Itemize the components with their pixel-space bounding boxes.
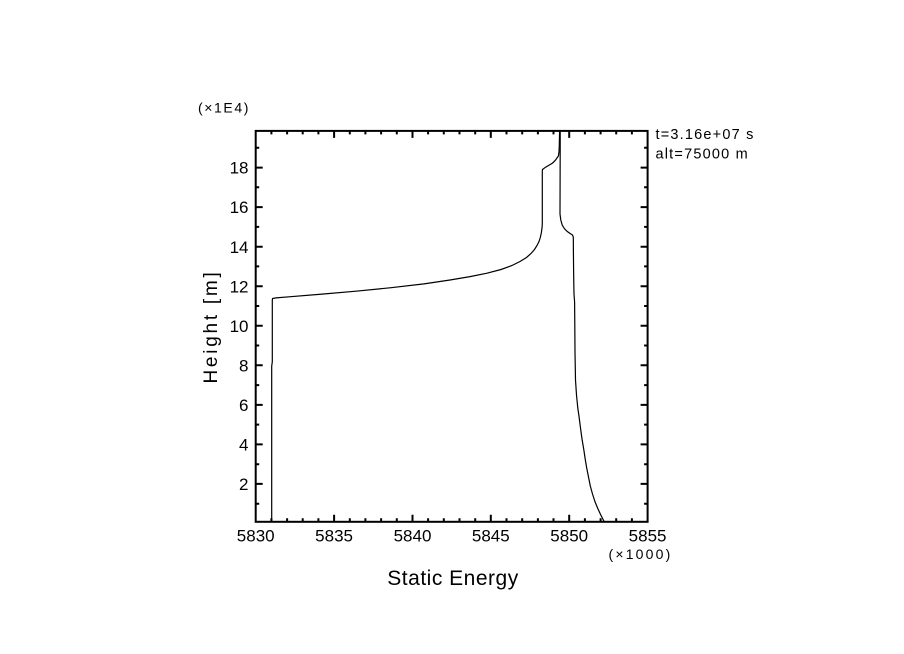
svg-text:18: 18 [230, 159, 249, 178]
svg-text:8: 8 [239, 356, 248, 375]
svg-text:5850: 5850 [550, 527, 588, 546]
svg-text:14: 14 [230, 238, 249, 257]
svg-text:10: 10 [230, 317, 249, 336]
svg-text:5855: 5855 [629, 527, 667, 546]
svg-text:Static Energy: Static Energy [387, 567, 518, 590]
svg-text:6: 6 [239, 396, 248, 415]
svg-text:5840: 5840 [394, 527, 432, 546]
svg-text:5830: 5830 [237, 527, 275, 546]
svg-text:5835: 5835 [315, 527, 353, 546]
svg-text:2: 2 [239, 475, 248, 494]
svg-text:Height [m]: Height [m] [201, 269, 222, 383]
svg-text:4: 4 [239, 436, 248, 455]
svg-text:alt=75000 m: alt=75000 m [656, 146, 749, 162]
svg-text:5845: 5845 [472, 527, 510, 546]
svg-text:12: 12 [230, 277, 249, 296]
svg-text:(×1E4): (×1E4) [198, 100, 250, 116]
svg-text:16: 16 [230, 198, 249, 217]
svg-text:t=3.16e+07 s: t=3.16e+07 s [656, 127, 755, 143]
svg-text:(×1000): (×1000) [608, 546, 672, 562]
